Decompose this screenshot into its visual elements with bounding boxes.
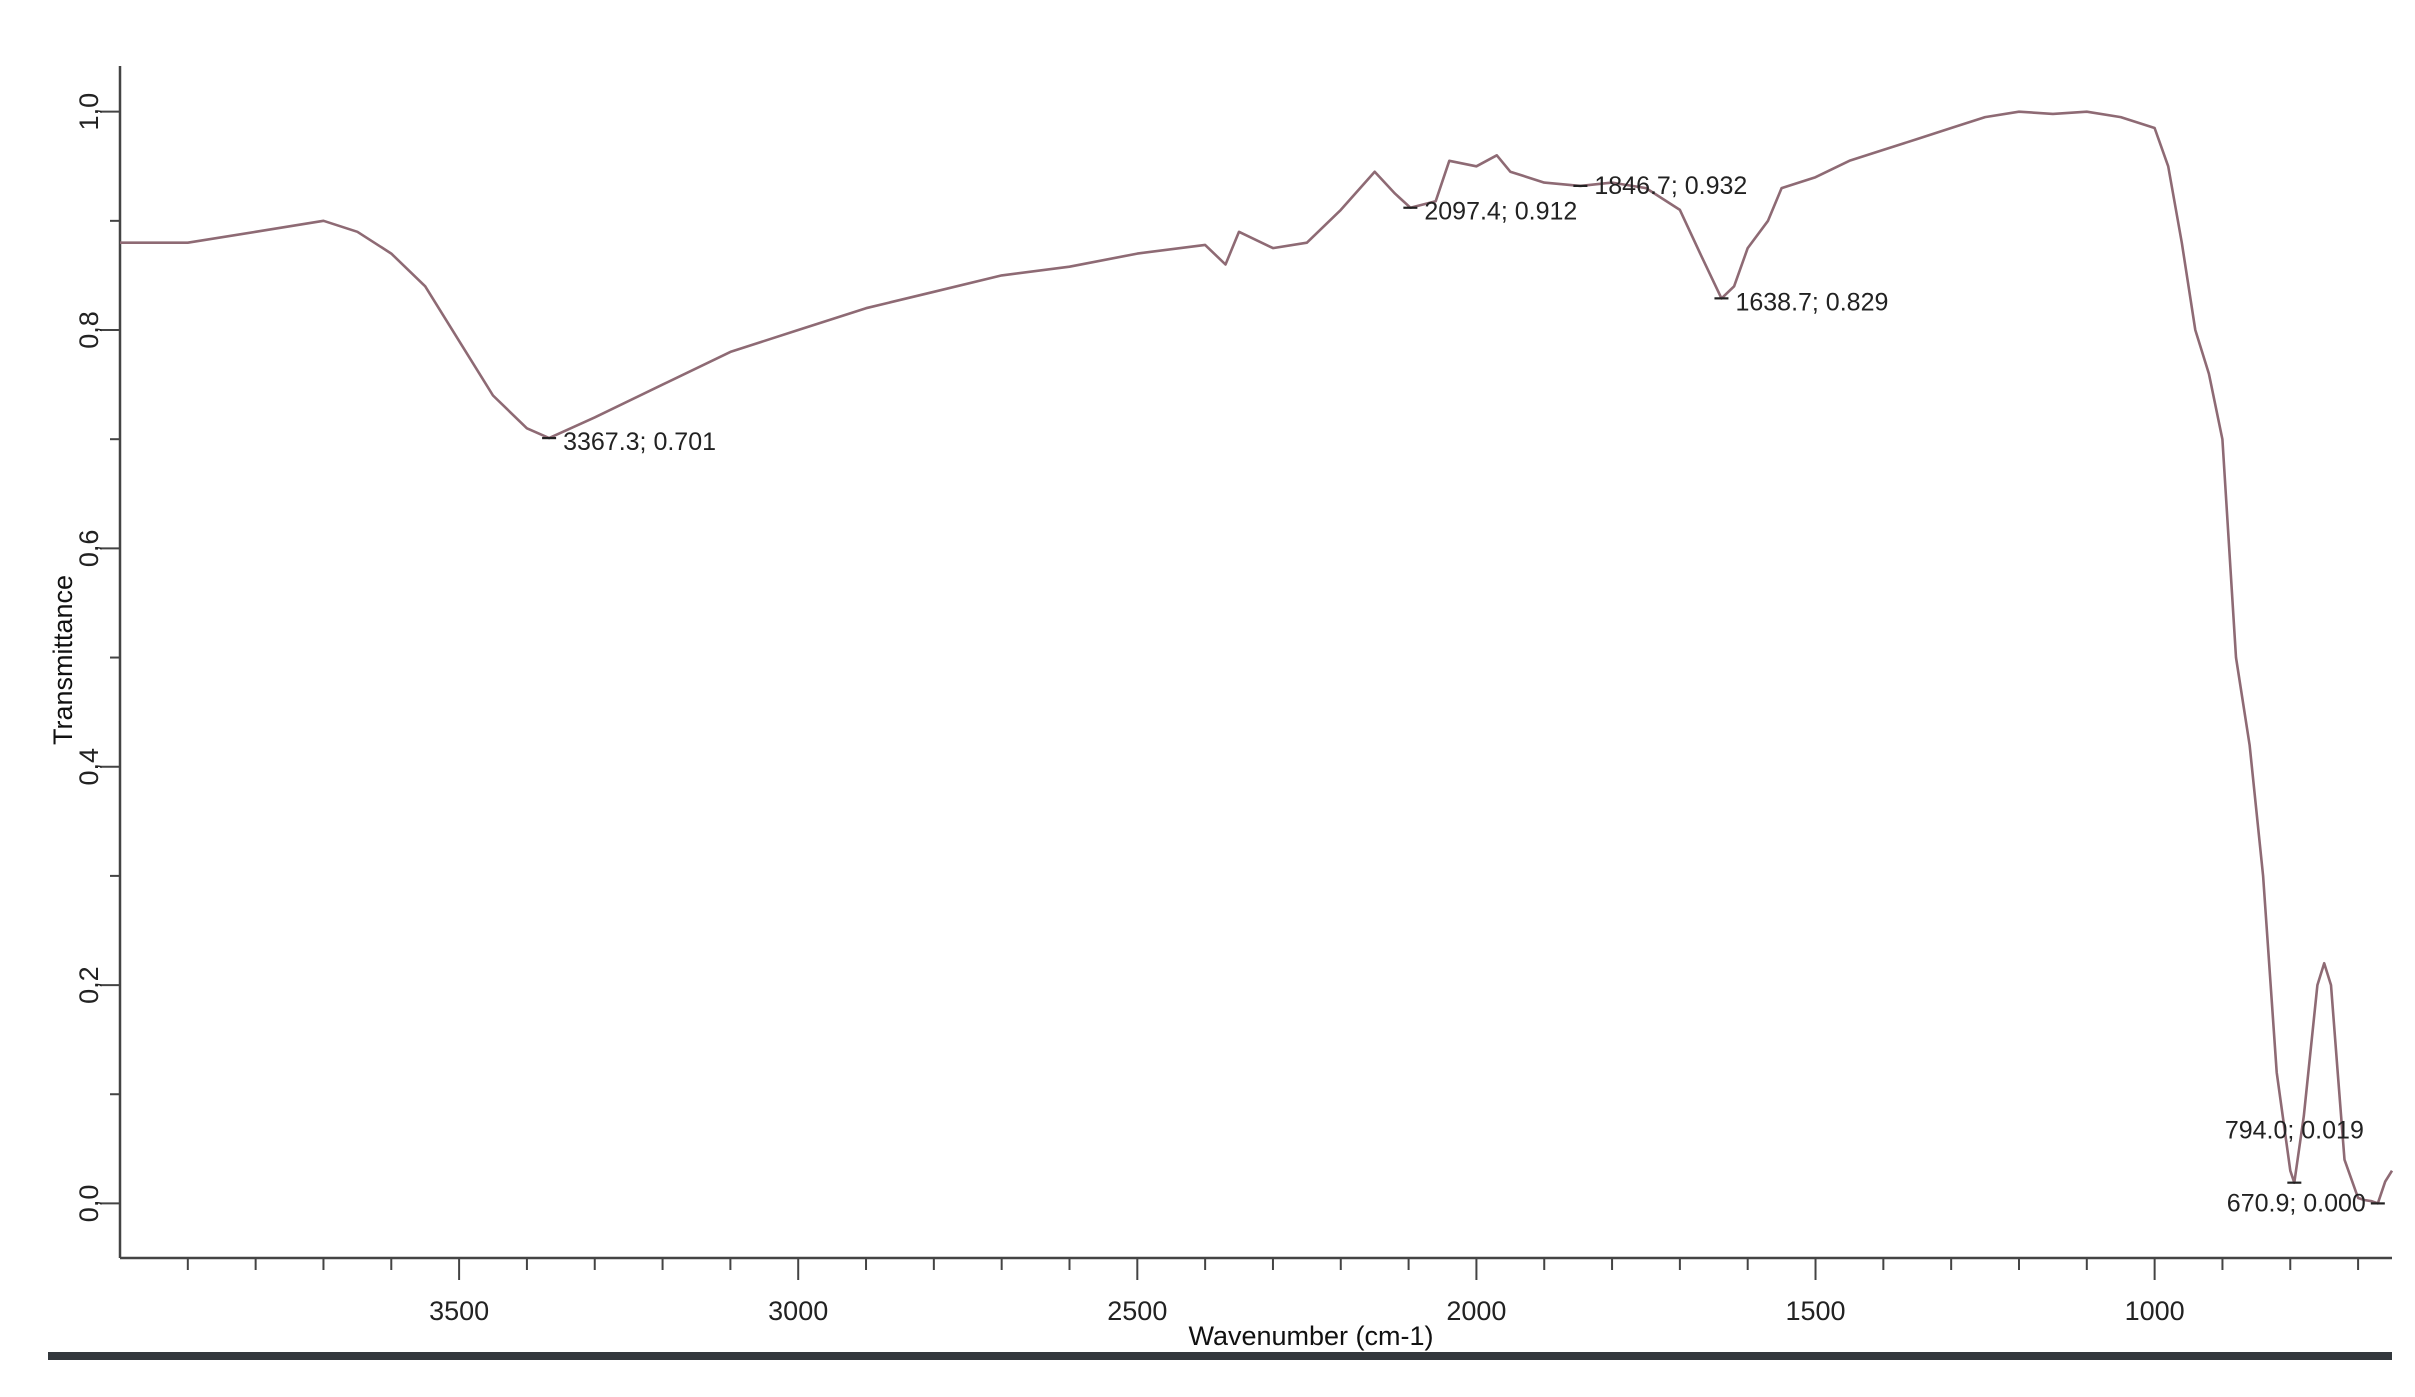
spectrum-line-0: [120, 110, 2394, 1205]
x-axis-title: Wavenumber (cm-1): [1188, 1321, 1433, 1351]
y-tick-label: 0,6: [74, 530, 104, 568]
peak-label: 2097.4; 0.912: [1424, 198, 1577, 226]
x-tick-label: 2500: [1107, 1296, 1167, 1326]
y-tick-label: 0,2: [74, 966, 104, 1004]
axes: [48, 66, 2392, 1360]
peak-label: 670.9; 0.000: [2227, 1189, 2366, 1217]
plot-area: [120, 110, 2394, 1205]
y-tick-label: 0,4: [74, 748, 104, 786]
ticks: 3500 3000 2500 2000 1500 1000 0,0 0,2 0,4 0,6 0,8 1…: [74, 93, 2360, 1326]
y-axis-title: Transmittance: [48, 575, 78, 745]
x-tick-label: 3000: [768, 1296, 828, 1326]
peak-label: 3367.3; 0.701: [563, 428, 716, 456]
x-tick-label: 2000: [1446, 1296, 1506, 1326]
bottom-border: [48, 1352, 2392, 1360]
peak-label: 1846.7; 0.932: [1594, 172, 1747, 200]
y-tick-label: 0,8: [74, 311, 104, 349]
x-tick-label: 3500: [429, 1296, 489, 1326]
peak-label: 1638.7; 0.829: [1735, 288, 1888, 316]
peak-annotations: 3367.3; 0.701 2097.4; 0.912 1846.7; 0.932 1…: [542, 172, 2385, 1217]
y-tick-label: 1,0: [74, 93, 104, 131]
x-tick-label: 1000: [2125, 1296, 2185, 1326]
x-tick-label: 1500: [1785, 1296, 1845, 1326]
peak-label: 794.0; 0.019: [2225, 1117, 2364, 1145]
y-tick-label: 0,0: [74, 1185, 104, 1223]
